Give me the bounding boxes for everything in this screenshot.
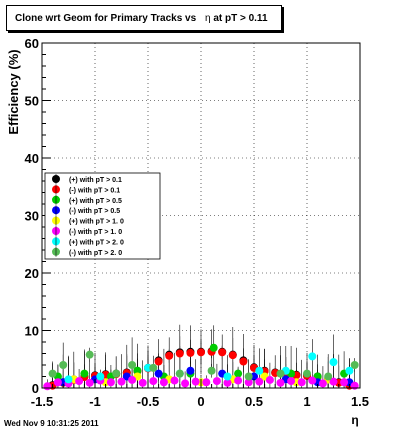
data-point xyxy=(228,351,237,360)
data-point xyxy=(345,366,354,375)
y-axis-label: Efficiency (%) xyxy=(6,49,21,134)
data-point xyxy=(239,357,248,366)
data-point xyxy=(223,372,232,381)
x-tick-label: -1.5 xyxy=(31,394,53,409)
data-point xyxy=(303,369,311,378)
data-point xyxy=(85,378,94,387)
legend-label: (-) with pT > 0.1 xyxy=(69,187,120,194)
data-point xyxy=(350,361,359,369)
data-point xyxy=(244,378,253,387)
legend-box xyxy=(44,172,161,260)
legend: (+) with pT > 0.1 (-) with pT > 0.1 (+) wi… xyxy=(44,172,161,260)
data-point xyxy=(276,378,285,387)
y-tick-label: 30 xyxy=(25,209,39,224)
legend-label: (-) with pT > 1. 0 xyxy=(69,229,122,236)
data-point xyxy=(223,378,232,387)
data-point xyxy=(117,377,126,386)
data-point xyxy=(43,382,52,391)
data-point xyxy=(202,378,211,387)
data-point xyxy=(53,378,62,387)
y-tick-label: 10 xyxy=(25,324,39,339)
data-point xyxy=(340,378,349,387)
axis-ticks xyxy=(41,42,361,389)
data-point xyxy=(59,361,68,369)
data-point xyxy=(133,366,142,375)
data-point xyxy=(234,369,243,378)
data-point xyxy=(186,366,195,375)
data-point xyxy=(255,366,264,375)
chart-title-box: Clone wrt Geom for Primary Tracks vs η a… xyxy=(6,5,282,31)
y-tick-label: 50 xyxy=(25,94,39,109)
x-tick-label: 1 xyxy=(303,394,310,409)
y-tick-label: 40 xyxy=(25,151,39,166)
data-point xyxy=(308,376,317,385)
data-point xyxy=(48,369,57,378)
data-point xyxy=(80,369,89,378)
data-point xyxy=(128,375,137,384)
data-point xyxy=(186,348,195,357)
legend-label: (+) with pT > 2. 0 xyxy=(69,239,124,246)
x-axis-label: η xyxy=(351,413,358,427)
axis-tick-labels: -1.5 -1 -0.5 0 0.5 1 1.5 0 10 20 30 40 50 60 xyxy=(25,36,370,409)
x-tick-label: 0 xyxy=(197,394,204,409)
chart-title-main: Clone wrt Geom for Primary Tracks vs xyxy=(15,13,197,24)
data-point xyxy=(154,369,163,378)
y-tick-label: 0 xyxy=(32,381,39,396)
data-point xyxy=(234,376,243,385)
data-point xyxy=(209,343,218,352)
y-tick-label: 20 xyxy=(25,266,39,281)
data-point xyxy=(181,379,190,388)
data-point xyxy=(308,352,317,361)
data-point xyxy=(175,369,184,378)
data-point xyxy=(265,375,274,384)
data-point xyxy=(159,378,168,387)
legend-label: (+) with pT > 0.5 xyxy=(69,198,122,205)
y-tick-label: 60 xyxy=(25,36,39,51)
data-point xyxy=(197,348,205,357)
data-point xyxy=(138,378,147,387)
data-points xyxy=(43,343,359,391)
legend-label: (+) with pT > 0.1 xyxy=(69,177,122,184)
data-point xyxy=(276,369,285,378)
x-tick-label: -0.5 xyxy=(137,394,159,409)
data-point xyxy=(297,378,306,387)
data-point xyxy=(329,358,338,367)
data-point xyxy=(207,366,216,375)
data-point xyxy=(112,369,121,378)
data-point xyxy=(318,379,327,388)
x-tick-label: -1 xyxy=(89,394,101,409)
data-point xyxy=(149,363,158,372)
data-point xyxy=(64,375,73,384)
data-point xyxy=(106,378,115,387)
data-point xyxy=(324,372,333,381)
data-point xyxy=(165,351,174,360)
data-point xyxy=(255,377,264,386)
data-point xyxy=(287,377,296,386)
x-tick-label: 0.5 xyxy=(245,394,263,409)
data-point xyxy=(96,372,105,381)
data-point xyxy=(175,349,184,358)
legend-label: (-) with pT > 2. 0 xyxy=(69,250,122,257)
legend-label: (+) with pT > 1. 0 xyxy=(69,219,124,226)
data-point xyxy=(154,357,163,366)
chart-title-eta: η xyxy=(204,13,211,24)
data-point xyxy=(329,377,338,386)
data-point xyxy=(75,377,84,386)
data-point xyxy=(128,361,137,369)
x-tick-label: 1.5 xyxy=(351,394,369,409)
data-point xyxy=(212,377,221,386)
legend-label: (-) with pT > 0.5 xyxy=(69,208,120,215)
data-point xyxy=(170,376,179,385)
data-point xyxy=(85,350,94,359)
data-point xyxy=(244,372,253,381)
footer-timestamp: Wed Nov 9 10:31:25 2011 xyxy=(4,419,99,428)
data-point xyxy=(191,377,200,386)
data-point xyxy=(149,377,158,386)
data-point xyxy=(218,348,227,357)
chart-title-suffix: at pT > 0.11 xyxy=(213,13,268,24)
